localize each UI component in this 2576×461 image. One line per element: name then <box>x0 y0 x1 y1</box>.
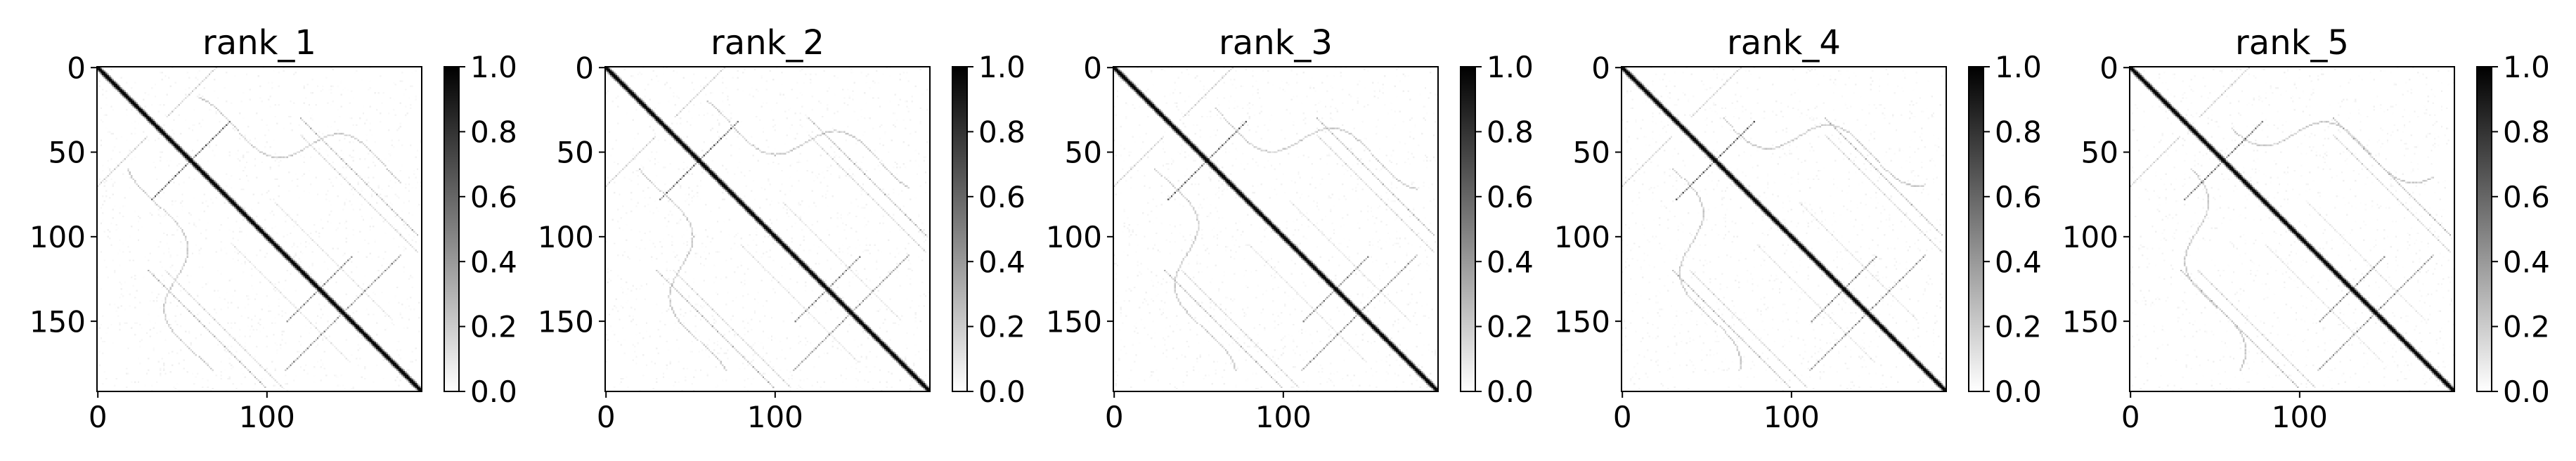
y-tick-label: 50 <box>48 136 86 170</box>
y-tick-label: 50 <box>1573 136 1610 170</box>
panel-title: rank_5 <box>2235 23 2349 63</box>
panel-title: rank_4 <box>1727 23 1841 63</box>
colorbar <box>1460 66 1476 392</box>
colorbar-tick-label: 0.6 <box>1487 180 1534 214</box>
panel-title: rank_2 <box>711 23 824 63</box>
colorbar-tick-label: 0.6 <box>2503 180 2550 214</box>
y-tick-label: 150 <box>2062 304 2118 339</box>
axes-frame <box>96 66 422 392</box>
y-tick-label: 50 <box>2081 136 2118 170</box>
colorbar-tick-label: 0.0 <box>470 375 517 409</box>
y-tick-label: 0 <box>1083 51 1102 85</box>
x-tick-label: 100 <box>239 400 295 434</box>
colorbar-tick-label: 0.8 <box>2503 115 2550 150</box>
heatmap-image <box>2130 67 2454 391</box>
x-tick-label: 0 <box>89 400 108 434</box>
colorbar-tick-label: 0.6 <box>470 180 517 214</box>
panel-rank_5: rank_5 0 50 100 150 0 100 0.0 0.2 0.4 0.6 0.8 1.0 <box>2062 23 2550 434</box>
colorbar-tick-label: 0.6 <box>978 180 1025 214</box>
panel-title: rank_3 <box>1219 23 1333 63</box>
y-tick-label: 0 <box>575 51 594 85</box>
axes-frame <box>604 66 931 392</box>
y-tick-label: 150 <box>1046 304 1102 339</box>
colorbar-tick-label: 0.2 <box>1995 310 2042 344</box>
heatmap-image <box>1622 67 1946 391</box>
axes-frame <box>1113 66 1439 392</box>
x-tick-label: 100 <box>2272 400 2328 434</box>
y-tick-label: 0 <box>2099 51 2118 85</box>
x-tick-label: 0 <box>1105 400 1124 434</box>
y-tick-label: 0 <box>67 51 86 85</box>
colorbar-tick-label: 1.0 <box>1487 50 1534 84</box>
y-tick-label: 150 <box>30 304 86 339</box>
colorbar-tick-label: 0.2 <box>2503 310 2550 344</box>
x-tick-label: 0 <box>2121 400 2140 434</box>
colorbar-tick-label: 1.0 <box>1995 50 2042 84</box>
y-tick-label: 100 <box>1554 220 1610 254</box>
x-tick-label: 100 <box>747 400 803 434</box>
colorbar-tick-label: 1.0 <box>978 50 1025 84</box>
x-tick-label: 0 <box>597 400 616 434</box>
colorbar-tick-label: 0.2 <box>1487 310 1534 344</box>
colorbar-tick-label: 0.4 <box>2503 245 2550 279</box>
colorbar-tick-label: 0.4 <box>978 245 1025 279</box>
heatmap-image <box>605 67 930 391</box>
x-tick-label: 100 <box>1763 400 1820 434</box>
y-tick-label: 50 <box>557 136 594 170</box>
y-tick-label: 100 <box>1046 220 1102 254</box>
colorbar-tick-label: 0.8 <box>978 115 1025 150</box>
colorbar <box>2476 66 2492 392</box>
colorbar-tick-label: 0.8 <box>470 115 517 150</box>
y-tick-label: 100 <box>538 220 594 254</box>
colorbar-tick-label: 1.0 <box>470 50 517 84</box>
colorbar-tick-label: 0.2 <box>470 310 517 344</box>
colorbar <box>1968 66 1984 392</box>
y-tick-label: 150 <box>1554 304 1610 339</box>
colorbar-tick-label: 0.6 <box>1995 180 2042 214</box>
y-tick-label: 100 <box>30 220 86 254</box>
panel-rank_2: rank_2 0 50 100 150 0 100 0.0 0.2 0.4 0.6 0.8 1.0 <box>538 23 1025 434</box>
colorbar <box>952 66 968 392</box>
heatmap-image <box>1113 67 1438 391</box>
panel-title: rank_1 <box>202 23 316 63</box>
colorbar-tick-label: 0.8 <box>1487 115 1534 150</box>
axes-frame <box>2129 66 2455 392</box>
colorbar-tick-label: 0.0 <box>1487 375 1534 409</box>
colorbar-tick-label: 1.0 <box>2503 50 2550 84</box>
y-tick-label: 150 <box>538 304 594 339</box>
colorbar-tick-label: 0.0 <box>978 375 1025 409</box>
colorbar-tick-label: 0.4 <box>470 245 517 279</box>
colorbar-tick-label: 0.0 <box>1995 375 2042 409</box>
y-tick-label: 0 <box>1591 51 1610 85</box>
colorbar-tick-label: 0.4 <box>1995 245 2042 279</box>
colorbar <box>444 66 460 392</box>
heatmap-image <box>97 67 422 391</box>
x-tick-label: 0 <box>1613 400 1632 434</box>
panel-rank_1: rank_1 0 50 100 150 0 100 0.0 0.2 0.4 0.6 0.8 1.0 <box>30 23 517 434</box>
colorbar-tick-label: 0.0 <box>2503 375 2550 409</box>
panel-rank_3: rank_3 0 50 100 150 0 100 0.0 0.2 0.4 0.6 0.8 1.0 <box>1046 23 1534 434</box>
colorbar-tick-label: 0.4 <box>1487 245 1534 279</box>
panel-rank_4: rank_4 0 50 100 150 0 100 0.0 0.2 0.4 0.6 0.8 1.0 <box>1554 23 2042 434</box>
y-tick-label: 50 <box>1065 136 1102 170</box>
axes-frame <box>1621 66 1947 392</box>
x-tick-label: 100 <box>1255 400 1312 434</box>
y-tick-label: 100 <box>2062 220 2118 254</box>
colorbar-tick-label: 0.2 <box>978 310 1025 344</box>
colorbar-tick-label: 0.8 <box>1995 115 2042 150</box>
